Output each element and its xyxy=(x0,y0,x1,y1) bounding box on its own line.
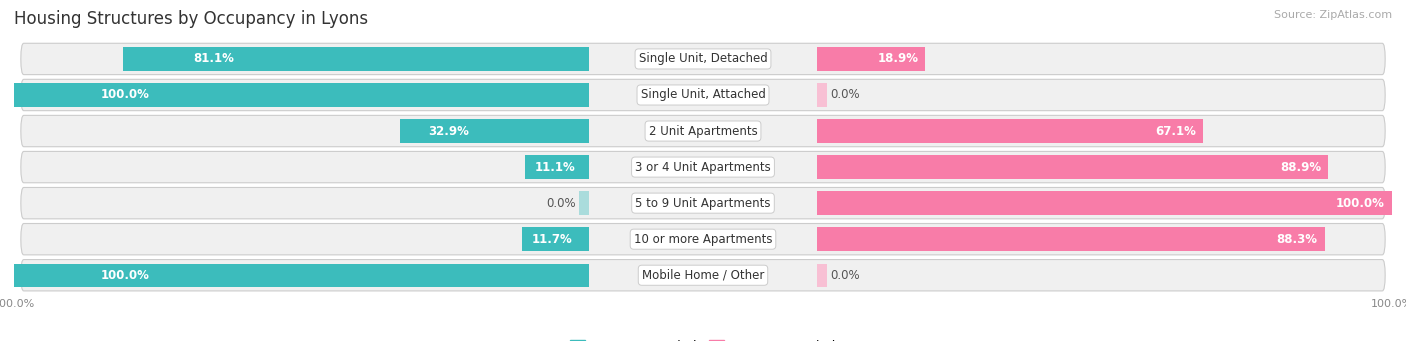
Bar xyxy=(817,83,827,107)
FancyBboxPatch shape xyxy=(21,79,1385,111)
Text: 88.3%: 88.3% xyxy=(1277,233,1317,246)
Text: 0.0%: 0.0% xyxy=(831,269,860,282)
FancyBboxPatch shape xyxy=(21,115,1385,147)
FancyBboxPatch shape xyxy=(21,260,1385,291)
Bar xyxy=(579,191,589,215)
Bar xyxy=(817,227,1324,251)
Text: 81.1%: 81.1% xyxy=(193,53,233,65)
Text: 100.0%: 100.0% xyxy=(100,89,149,102)
Text: 10 or more Apartments: 10 or more Apartments xyxy=(634,233,772,246)
Bar xyxy=(522,227,589,251)
Bar xyxy=(14,83,589,107)
Text: 100.0%: 100.0% xyxy=(1336,197,1385,210)
Text: 0.0%: 0.0% xyxy=(831,89,860,102)
Bar xyxy=(401,119,589,143)
Text: 32.9%: 32.9% xyxy=(429,124,470,137)
Text: 0.0%: 0.0% xyxy=(546,197,575,210)
FancyBboxPatch shape xyxy=(21,223,1385,255)
Text: Single Unit, Attached: Single Unit, Attached xyxy=(641,89,765,102)
Bar xyxy=(817,264,827,287)
Text: Housing Structures by Occupancy in Lyons: Housing Structures by Occupancy in Lyons xyxy=(14,10,368,28)
Text: 2 Unit Apartments: 2 Unit Apartments xyxy=(648,124,758,137)
Bar xyxy=(122,47,589,71)
Text: 11.1%: 11.1% xyxy=(536,161,576,174)
Bar xyxy=(817,47,925,71)
Bar xyxy=(14,264,589,287)
Legend: Owner-occupied, Renter-occupied: Owner-occupied, Renter-occupied xyxy=(565,335,841,341)
Bar xyxy=(817,155,1329,179)
Text: 5 to 9 Unit Apartments: 5 to 9 Unit Apartments xyxy=(636,197,770,210)
Text: 100.0%: 100.0% xyxy=(100,269,149,282)
Text: 3 or 4 Unit Apartments: 3 or 4 Unit Apartments xyxy=(636,161,770,174)
Bar xyxy=(817,119,1202,143)
Text: 18.9%: 18.9% xyxy=(877,53,918,65)
FancyBboxPatch shape xyxy=(21,43,1385,75)
Bar xyxy=(526,155,589,179)
Text: Single Unit, Detached: Single Unit, Detached xyxy=(638,53,768,65)
FancyBboxPatch shape xyxy=(21,188,1385,219)
Text: Source: ZipAtlas.com: Source: ZipAtlas.com xyxy=(1274,10,1392,20)
Text: 11.7%: 11.7% xyxy=(531,233,572,246)
Text: Mobile Home / Other: Mobile Home / Other xyxy=(641,269,765,282)
Text: 67.1%: 67.1% xyxy=(1154,124,1195,137)
Text: 88.9%: 88.9% xyxy=(1279,161,1322,174)
Bar xyxy=(817,191,1392,215)
FancyBboxPatch shape xyxy=(21,151,1385,183)
